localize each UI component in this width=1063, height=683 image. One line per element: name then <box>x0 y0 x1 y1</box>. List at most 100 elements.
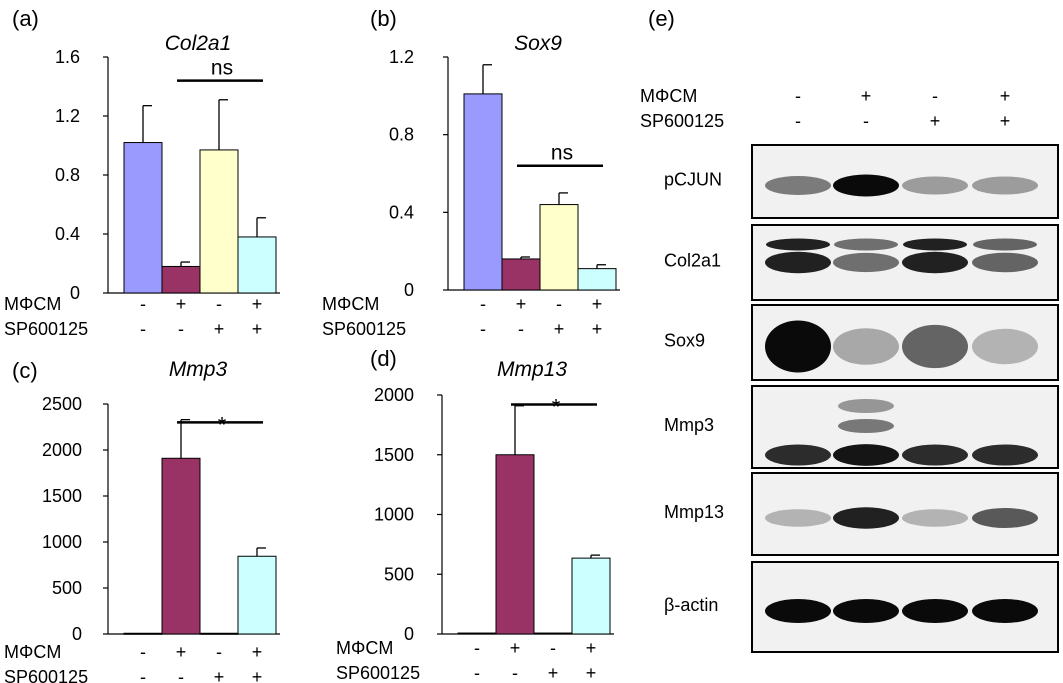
lane-mark: - <box>795 111 801 131</box>
condition-mark: - <box>178 319 184 339</box>
lane-mark: + <box>1000 111 1011 131</box>
y-tick-label: 2000 <box>374 385 414 405</box>
blot-band <box>833 507 899 529</box>
panel-letter-d: (d) <box>370 346 397 371</box>
condition-mark: - <box>550 638 556 658</box>
condition-mark: - <box>178 667 184 683</box>
condition-mark: + <box>592 319 603 339</box>
blot-row-3: Mmp3 <box>664 385 1059 469</box>
y-tick-label: 2500 <box>42 394 82 414</box>
condition-mark: + <box>252 294 263 314</box>
condition-mark: + <box>252 667 263 683</box>
blot-row-5: β-actin <box>664 561 1059 653</box>
condition-mark: + <box>548 663 559 683</box>
bar-3 <box>199 632 239 635</box>
blot-band <box>972 252 1038 273</box>
blot-band <box>833 174 899 197</box>
row-label-sp600125: SP600125 <box>322 319 406 339</box>
y-tick-label: 500 <box>52 578 82 598</box>
blot-band-upper <box>903 238 967 251</box>
y-tick-label: 0.8 <box>389 125 414 145</box>
y-tick-label: 0 <box>72 624 82 644</box>
lane-mark: - <box>863 111 869 131</box>
blot-band-extra <box>838 399 894 413</box>
y-tick-label: 1000 <box>42 532 82 552</box>
panel-letter-e: (e) <box>648 6 675 31</box>
blot-band <box>902 599 968 623</box>
y-tick-label: 1500 <box>374 445 414 465</box>
bar-1 <box>123 632 163 635</box>
blot-row-0: pCJUN <box>664 144 1059 219</box>
panel-letter-a: (a) <box>12 6 39 31</box>
condition-mark: - <box>512 663 518 683</box>
y-tick-label: 0.8 <box>55 165 80 185</box>
condition-mark: + <box>176 642 187 662</box>
y-tick-label: 0.4 <box>389 202 414 222</box>
significance-label: ns <box>551 142 573 165</box>
blot-band-upper <box>834 238 898 251</box>
blot-band <box>765 444 831 466</box>
blot-band <box>902 509 968 527</box>
blot-band-upper <box>766 238 830 251</box>
bar-4 <box>237 555 277 635</box>
blot-label: β-actin <box>664 595 718 615</box>
condition-mark: - <box>140 642 146 662</box>
blot-band <box>765 509 831 527</box>
condition-mark: + <box>252 319 263 339</box>
lane-mark: - <box>932 86 938 106</box>
blot-header-mphi-cm: MΦCM <box>640 86 697 106</box>
y-tick-label: 2000 <box>42 440 82 460</box>
condition-mark: + <box>586 663 597 683</box>
chart-title: Col2a1 <box>165 32 232 55</box>
blot-band <box>833 444 899 466</box>
condition-mark: + <box>516 294 527 314</box>
blot-band <box>902 324 968 369</box>
row-label-mphi-cm: MΦCM <box>4 294 61 314</box>
significance-label: * <box>218 412 227 437</box>
condition-mark: + <box>214 319 225 339</box>
bar-2 <box>161 457 201 635</box>
condition-mark: - <box>140 294 146 314</box>
blot-band-extra <box>838 419 894 433</box>
condition-mark: + <box>214 667 225 683</box>
row-label-mphi-cm: MΦCM <box>322 294 379 314</box>
bar-4 <box>571 557 611 635</box>
condition-mark: - <box>140 667 146 683</box>
bar-3 <box>539 204 579 291</box>
blot-band <box>902 444 968 466</box>
condition-mark: + <box>592 294 603 314</box>
y-tick-label: 0 <box>404 624 414 644</box>
chart-title: Mmp13 <box>497 358 567 381</box>
y-tick-label: 1000 <box>374 505 414 525</box>
blot-band <box>972 328 1038 365</box>
blot-label: Mmp13 <box>664 502 724 522</box>
condition-mark: - <box>518 319 524 339</box>
condition-mark: - <box>556 294 562 314</box>
blot-band <box>833 252 899 273</box>
condition-mark: + <box>554 319 565 339</box>
condition-mark: - <box>216 642 222 662</box>
lane-mark: + <box>930 111 941 131</box>
blot-label: Col2a1 <box>664 251 721 271</box>
condition-mark: + <box>176 294 187 314</box>
condition-mark: + <box>586 638 597 658</box>
blot-band <box>833 599 899 623</box>
y-tick-label: 1500 <box>42 486 82 506</box>
chart-title: Sox9 <box>514 32 562 55</box>
y-tick-label: 0 <box>70 283 80 303</box>
blot-label: Mmp3 <box>664 415 714 435</box>
panel-letter-c: (c) <box>12 358 38 383</box>
condition-mark: - <box>480 294 486 314</box>
condition-mark: - <box>474 663 480 683</box>
blot-band-upper <box>973 238 1037 251</box>
lane-mark: - <box>795 86 801 106</box>
row-label-sp600125: SP600125 <box>4 319 88 339</box>
y-tick-label: 500 <box>384 564 414 584</box>
blot-row-2: Sox9 <box>664 304 1059 381</box>
blot-band <box>902 176 968 195</box>
lane-mark: + <box>1000 86 1011 106</box>
blot-band <box>972 599 1038 623</box>
